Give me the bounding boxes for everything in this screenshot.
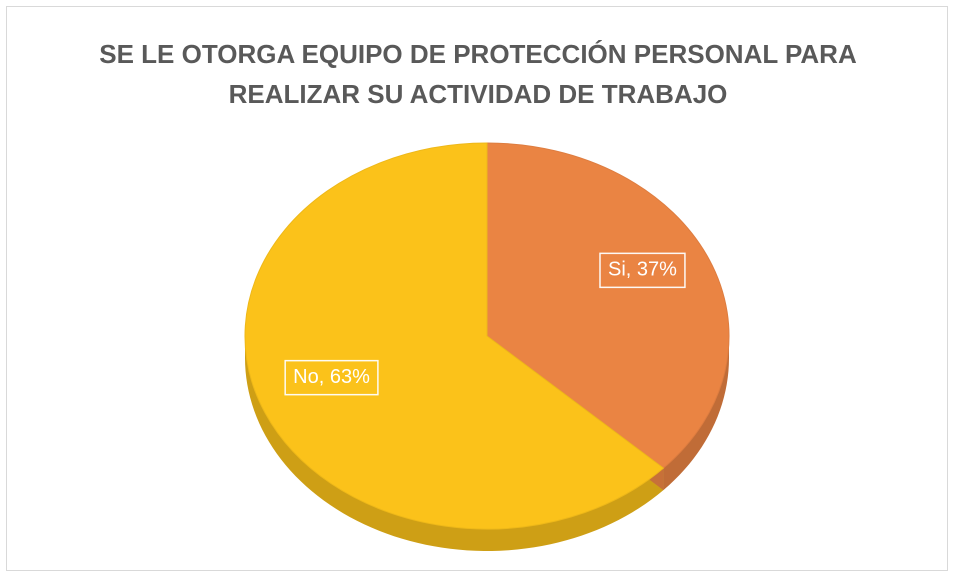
slice (244, 142, 665, 530)
data-label: Si, 37% (599, 252, 686, 289)
data-label-box (599, 252, 686, 289)
chart-frame (6, 6, 948, 571)
slice-side (245, 336, 664, 551)
data-label-text: No, 63% (293, 366, 370, 388)
slice (486, 142, 730, 469)
data-label-text: Si, 37% (608, 259, 677, 281)
slice-side (663, 336, 729, 491)
data-label: No, 63% (284, 359, 379, 396)
data-label-box (284, 359, 379, 396)
chart-title: SE LE OTORGA EQUIPO DE PROTECCIÓN PERSON… (99, 39, 857, 109)
